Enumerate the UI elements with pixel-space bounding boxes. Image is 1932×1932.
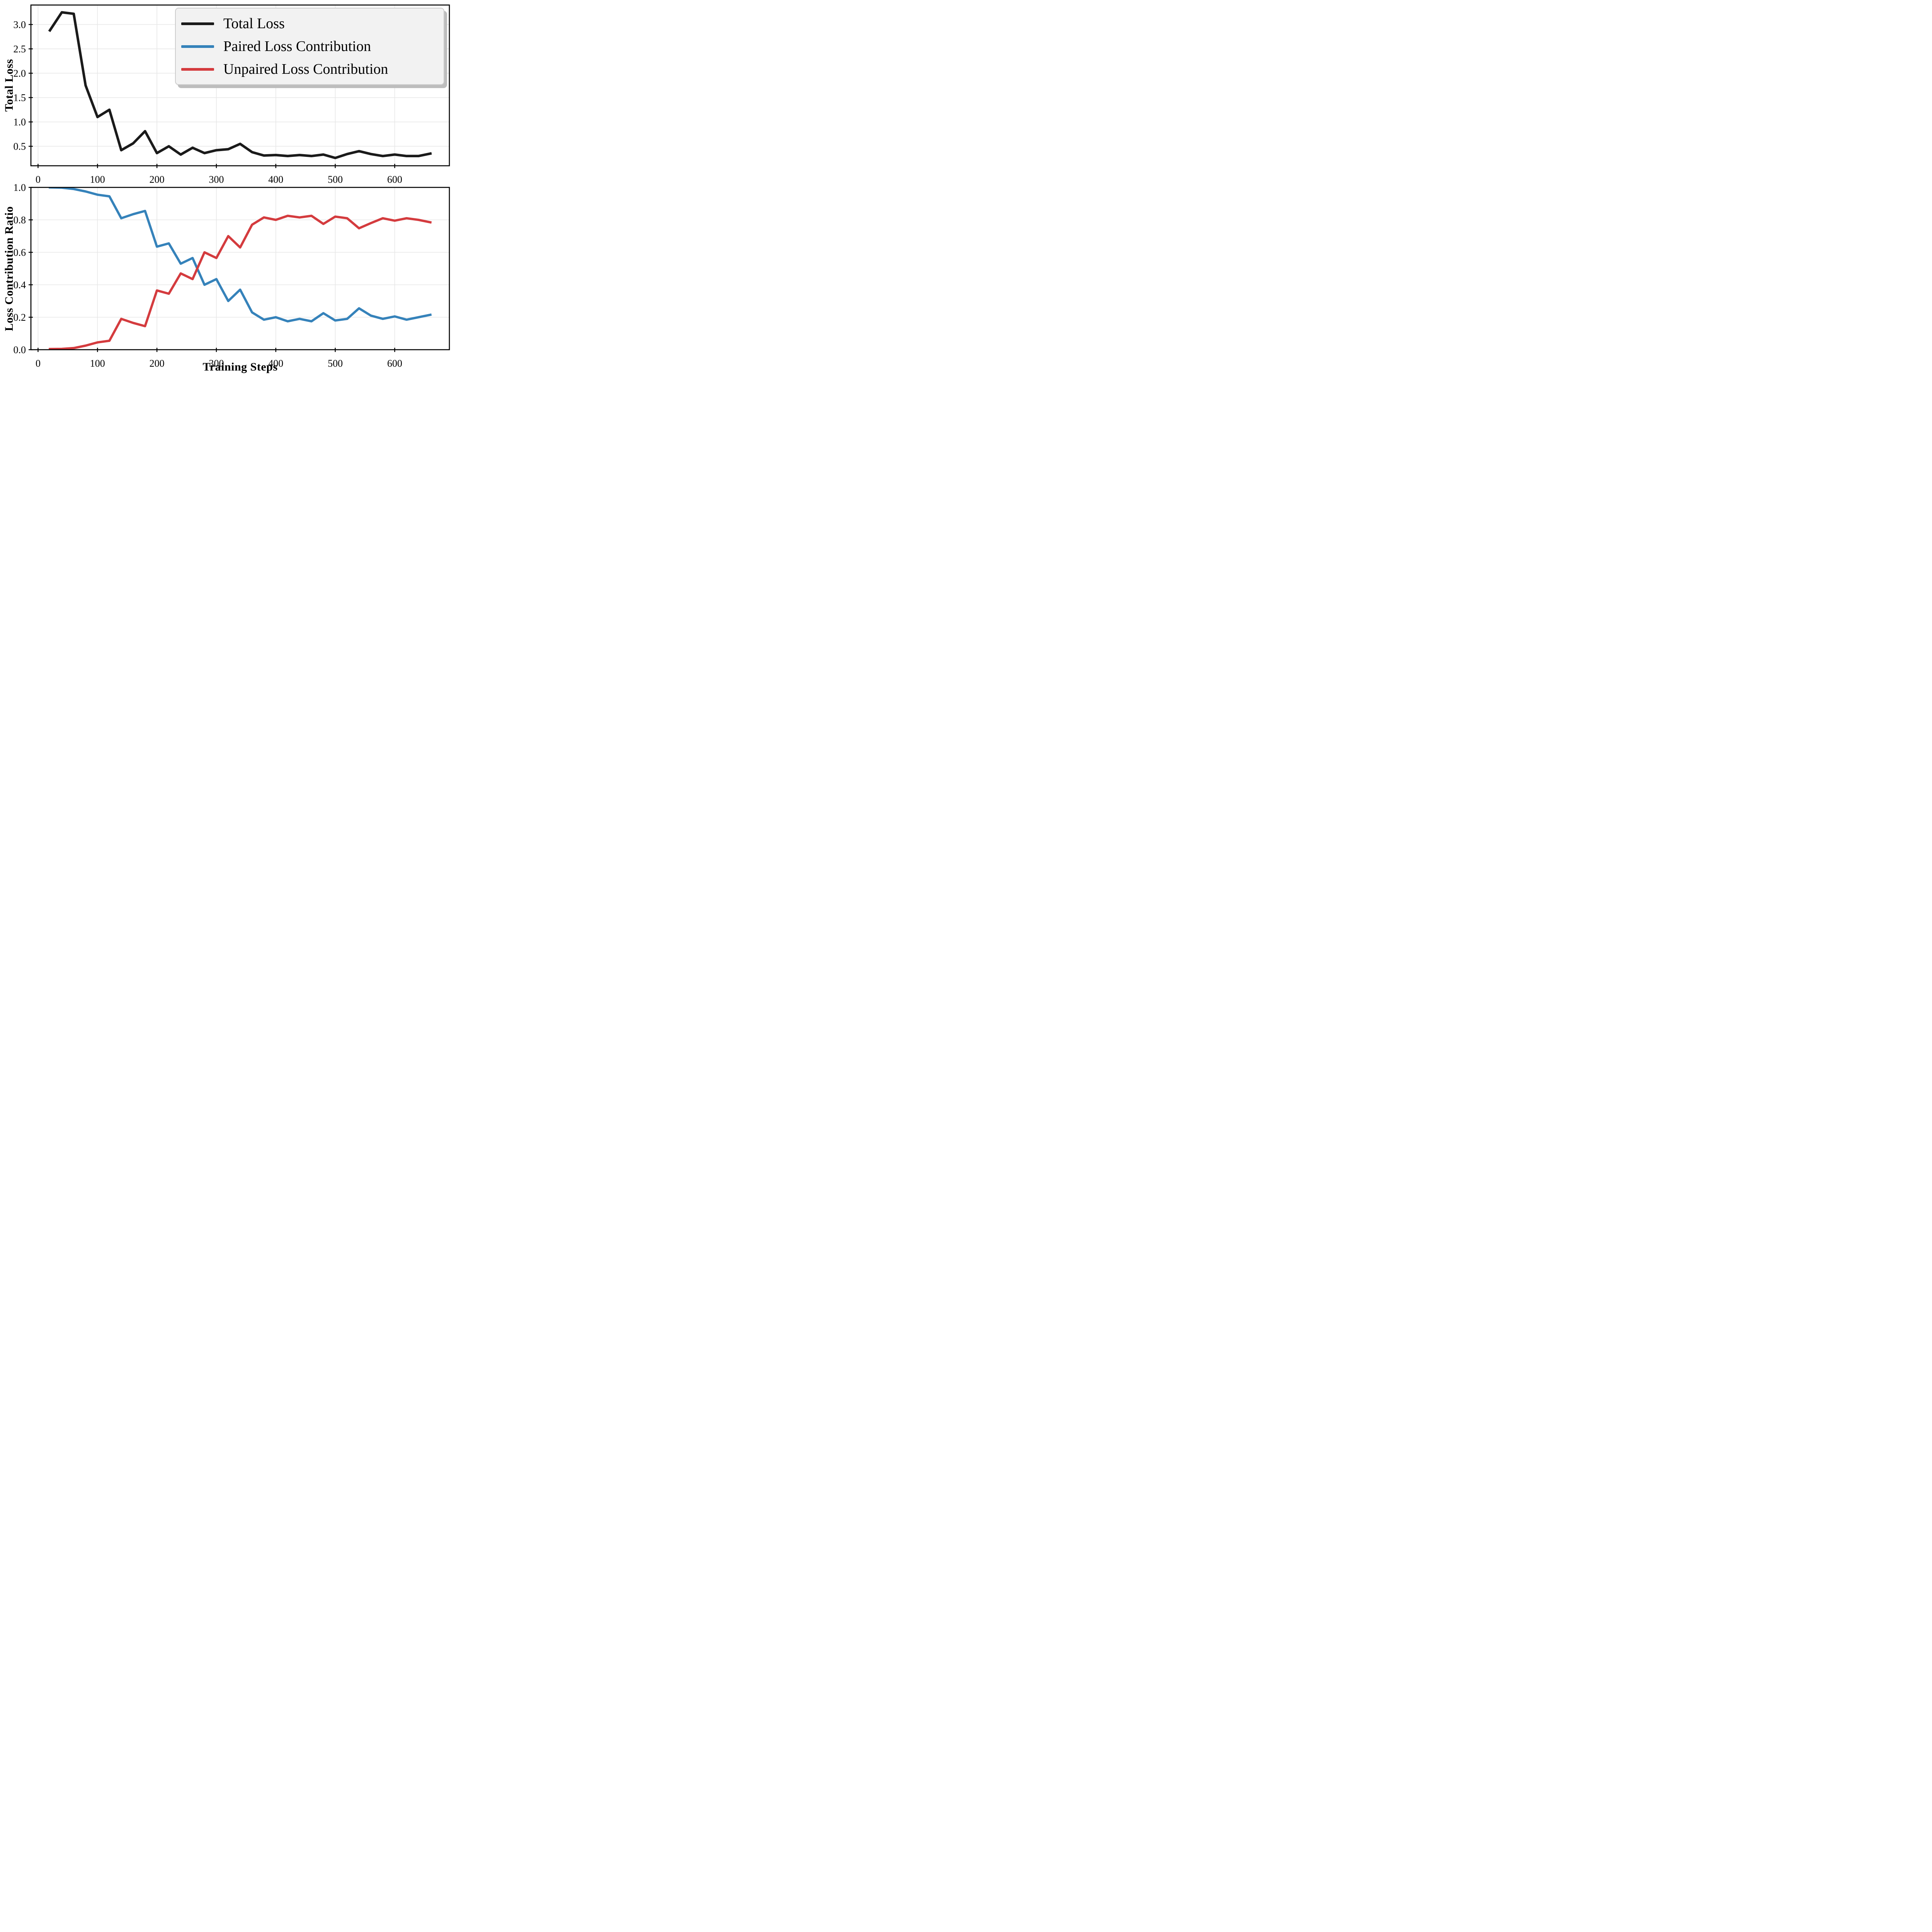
y-tick-label: 0.2 [14, 312, 26, 323]
x-tick-label: 300 [209, 174, 224, 185]
total-loss-line-swatch [181, 22, 214, 25]
y-tick-label: 2.0 [14, 68, 26, 79]
x-tick-label: 500 [328, 358, 343, 369]
ticks-and-labels: 0 100 200 300 400 500 600 0.5 1.0 1.5 2.0 2.5 3.0 [14, 19, 402, 185]
x-tick-label: 400 [268, 358, 283, 369]
y-tick-label: 1.0 [14, 182, 26, 193]
total-loss-line [48, 11, 432, 160]
y-tick-label: 0.5 [14, 141, 26, 152]
x-tick-label: 600 [387, 174, 402, 185]
plot-border [30, 187, 450, 350]
x-axis-label: Training Steps [202, 361, 278, 373]
legend-label-paired-loss: Paired Loss Contribution [223, 38, 371, 54]
y-tick-label: 1.0 [14, 117, 26, 128]
y-tick-label: 1.5 [14, 92, 26, 104]
series-lines [49, 187, 432, 350]
ticks-and-labels: 0 100 200 300 400 500 600 0.0 0.2 0.4 0.6 0.8 1.0 [14, 182, 402, 369]
legend-box: Total Loss Paired Loss Contribution Unpa… [175, 8, 444, 85]
gridlines [31, 187, 449, 350]
legend-label-total-loss: Total Loss [223, 15, 285, 32]
unpaired-loss-line-swatch [181, 68, 214, 71]
legend-item-unpaired-loss: Unpaired Loss Contribution [176, 58, 444, 81]
top-y-axis-label: Total Loss [3, 59, 15, 112]
bottom-chart-contribution-ratio: 0 100 200 300 400 500 600 0.0 0.2 0.4 0.6 0.8 1.0 [14, 182, 450, 369]
y-tick-label: 3.0 [14, 19, 26, 30]
legend-item-paired-loss: Paired Loss Contribution [176, 35, 444, 58]
legend-label-unpaired-loss: Unpaired Loss Contribution [223, 61, 388, 77]
x-tick-label: 100 [90, 358, 105, 369]
plot-border [30, 4, 450, 167]
x-tick-label: 600 [387, 358, 402, 369]
unpaired-loss-contribution-line [49, 214, 432, 350]
y-tick-label: 0.6 [14, 247, 26, 258]
legend-item-total-loss: Total Loss [176, 12, 444, 35]
paired-loss-line-swatch [181, 45, 214, 48]
y-tick-label: 0.8 [14, 214, 26, 226]
y-tick-label: 0.0 [14, 344, 26, 355]
x-tick-label: 500 [328, 174, 343, 185]
bottom-y-axis-label: Loss Contribution Ratio [3, 206, 15, 331]
x-tick-label: 100 [90, 174, 105, 185]
x-tick-label: 0 [36, 174, 41, 185]
y-tick-label: 2.5 [14, 43, 26, 54]
x-tick-label: 400 [268, 174, 283, 185]
x-tick-label: 200 [150, 358, 165, 369]
x-tick-label: 0 [36, 358, 41, 369]
y-tick-label: 0.4 [14, 279, 26, 291]
x-tick-label: 200 [150, 174, 165, 185]
series-lines [48, 11, 432, 160]
x-tick-label: 300 [209, 358, 224, 369]
paired-loss-contribution-line [49, 187, 432, 323]
